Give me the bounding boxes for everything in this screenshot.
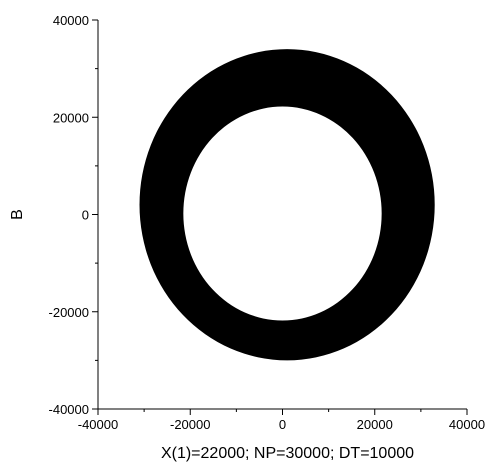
x-tick-label: 20000 <box>357 417 393 432</box>
x-tick-label: 0 <box>279 417 286 432</box>
data-ring <box>139 49 435 361</box>
y-tick-label: -20000 <box>49 305 89 320</box>
y-tick-label: 40000 <box>53 13 89 28</box>
plot-area <box>139 49 435 361</box>
x-tick-label: -40000 <box>78 417 118 432</box>
x-axis-title: X(1)=22000; NP=30000; DT=10000 <box>161 445 414 462</box>
y-axis-title: B <box>9 209 26 220</box>
axes: -40000 -20000 0 20000 40000 40000 20000 0 -20000… <box>49 13 486 432</box>
y-tick-label: -40000 <box>49 402 89 417</box>
y-tick-label: 20000 <box>53 110 89 125</box>
x-tick-label: -20000 <box>170 417 210 432</box>
y-tick-label: 0 <box>82 208 89 223</box>
x-tick-label: 40000 <box>449 417 485 432</box>
